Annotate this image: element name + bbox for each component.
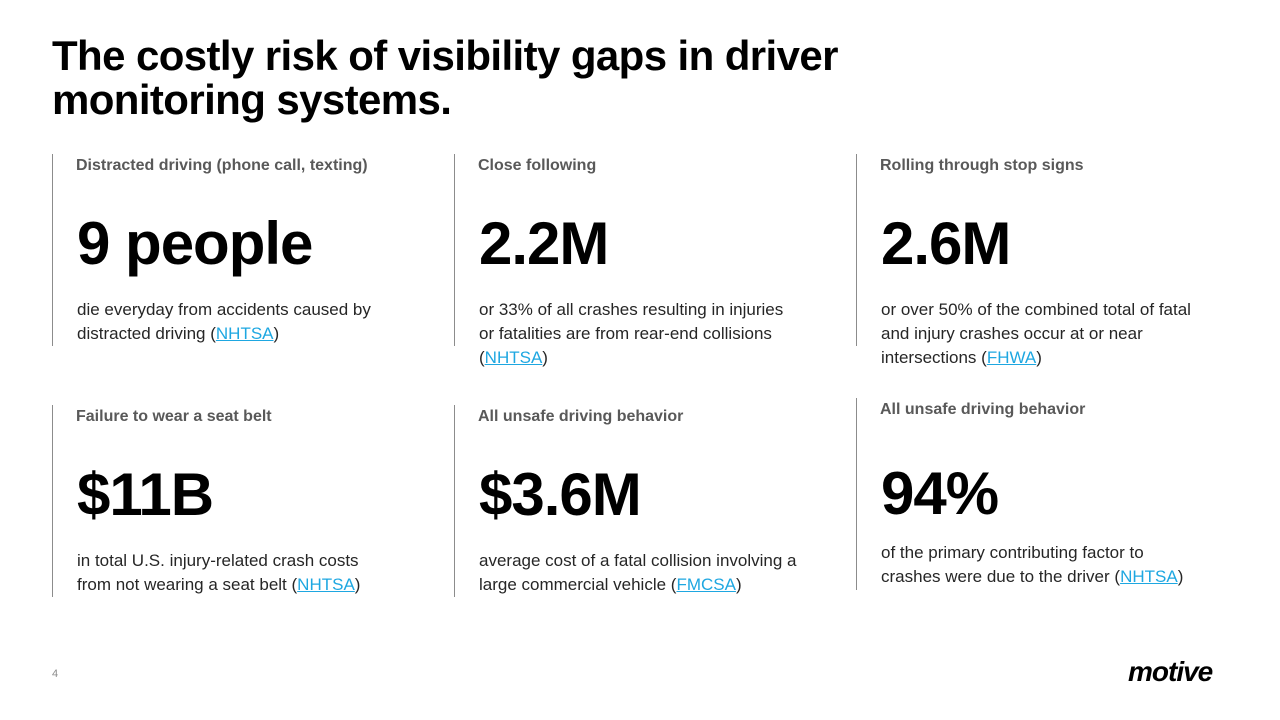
page-number: 4 — [52, 668, 59, 680]
stat-description-text: die everyday from accidents caused by di… — [77, 300, 371, 343]
stat-card-distracted-driving: Distracted driving (phone call, texting)… — [52, 154, 416, 346]
source-link-fhwa[interactable]: FHWA — [986, 348, 1037, 367]
stat-description: in total U.S. injury-related crash costs… — [77, 549, 397, 597]
motive-logo: motive — [1128, 656, 1213, 687]
source-link-nhtsa[interactable]: NHTSA — [1120, 567, 1178, 586]
stat-description-text: in total U.S. injury-related crash costs… — [77, 551, 359, 594]
stat-value: 2.2M — [479, 210, 609, 277]
stat-card-driver-factor: All unsafe driving behavior 94% of the p… — [856, 398, 1220, 590]
source-link-nhtsa[interactable]: NHTSA — [297, 575, 355, 594]
page-title: The costly risk of visibility gaps in dr… — [52, 32, 838, 123]
stat-card-seat-belt: Failure to wear a seat belt $11B in tota… — [52, 405, 416, 597]
stat-label: Close following — [478, 157, 597, 174]
stat-description-end: ) — [354, 575, 361, 594]
stat-description-text: or over 50% of the combined total of fat… — [881, 300, 1191, 367]
stat-description-text: average cost of a fatal collision involv… — [479, 551, 797, 594]
stat-description: average cost of a fatal collision involv… — [479, 549, 799, 597]
stat-label: Rolling through stop signs — [880, 157, 1084, 174]
stat-label: All unsafe driving behavior — [478, 408, 684, 425]
stat-value: 9 people — [77, 210, 313, 277]
stat-card-close-following: Close following 2.2M or 33% of all crash… — [454, 154, 818, 367]
source-link-fmcsa[interactable]: FMCSA — [676, 575, 736, 594]
stat-card-fatal-collision-cost: All unsafe driving behavior $3.6M averag… — [454, 405, 818, 597]
stat-description-end: ) — [273, 324, 280, 343]
stat-description-text: or 33% of all crashes resulting in injur… — [479, 300, 784, 367]
stat-description: of the primary contributing factor to cr… — [881, 541, 1201, 589]
stat-description-text: of the primary contributing factor to cr… — [881, 543, 1144, 586]
stat-value: $11B — [77, 461, 214, 528]
stat-description: or 33% of all crashes resulting in injur… — [479, 298, 799, 370]
source-link-nhtsa[interactable]: NHTSA — [215, 324, 274, 343]
stat-card-stop-signs: Rolling through stop signs 2.6M or over … — [856, 154, 1220, 367]
stat-value: $3.6M — [479, 461, 642, 528]
stat-label: All unsafe driving behavior — [880, 401, 1086, 418]
stat-description-end: ) — [1036, 348, 1042, 367]
stat-description: die everyday from accidents caused by di… — [77, 298, 397, 346]
stat-description-end: ) — [542, 348, 548, 367]
stat-label: Failure to wear a seat belt — [76, 408, 272, 425]
stat-value: 2.6M — [881, 210, 1011, 277]
stat-description-end: ) — [1177, 567, 1184, 586]
stat-label: Distracted driving (phone call, texting) — [76, 157, 368, 174]
stat-description-end: ) — [735, 575, 742, 594]
source-link-nhtsa[interactable]: NHTSA — [484, 348, 543, 367]
stat-description: or over 50% of the combined total of fat… — [881, 298, 1201, 370]
stat-value: 94% — [881, 460, 999, 527]
